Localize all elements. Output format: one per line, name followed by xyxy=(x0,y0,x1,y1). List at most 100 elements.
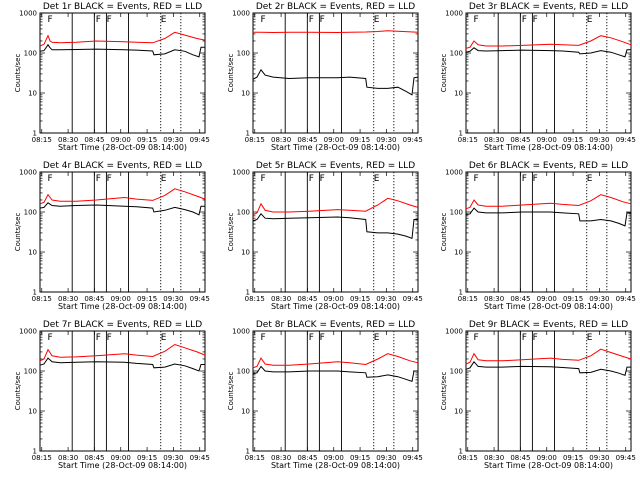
y-tick-label: 10 xyxy=(454,90,463,98)
flag-marker: F xyxy=(522,333,527,343)
x-tick-label: 08:45 xyxy=(84,295,104,303)
x-axis-label: Start Time (28-Oct-09 08:14:00) xyxy=(271,143,400,152)
x-tick-label: 09:00 xyxy=(111,136,131,144)
y-tick-label: 10 xyxy=(241,408,250,416)
x-tick-label: 08:45 xyxy=(297,454,317,462)
y-tick-label: 1 xyxy=(33,130,37,138)
flag-marker: F xyxy=(522,15,527,25)
x-tick-label: 08:30 xyxy=(484,295,504,303)
x-tick-label: 09:30 xyxy=(376,454,396,462)
flag-marker: F xyxy=(260,15,265,25)
lld-series-line xyxy=(39,188,206,205)
lld-series-line xyxy=(465,194,632,210)
x-tick-label: 09:00 xyxy=(324,295,344,303)
plot-frame xyxy=(465,171,632,293)
y-tick-label: 1000 xyxy=(445,10,463,18)
x-axis-label: Start Time (28-Oct-09 08:14:00) xyxy=(271,302,400,311)
y-tick-label: 1 xyxy=(459,289,463,297)
flag-marker: F xyxy=(107,333,112,343)
flag-marker: E xyxy=(161,15,167,25)
y-axis-label: Counts/sec xyxy=(440,372,448,411)
events-series-line xyxy=(465,360,631,376)
x-tick-label: 09:30 xyxy=(589,454,609,462)
x-tick-label: 08:30 xyxy=(58,136,78,144)
panel-title: Det 8r BLACK = Events, RED = LLD xyxy=(256,320,415,330)
flag-marker: F xyxy=(522,174,527,184)
x-tick-label: 08:45 xyxy=(84,136,104,144)
panel-title: Det 3r BLACK = Events, RED = LLD xyxy=(469,2,628,12)
x-tick-label: 08:30 xyxy=(271,295,291,303)
flag-marker: F xyxy=(309,333,314,343)
x-tick-label: 09:30 xyxy=(163,136,183,144)
flag-marker: F xyxy=(320,174,325,184)
y-tick-label: 1000 xyxy=(19,10,37,18)
x-tick-label: 08:15 xyxy=(32,454,52,462)
x-tick-label: 09:00 xyxy=(324,454,344,462)
events-series-line xyxy=(465,47,631,58)
flag-marker: E xyxy=(374,333,380,343)
y-tick-label: 1000 xyxy=(19,169,37,177)
x-axis-label: Start Time (28-Oct-09 08:14:00) xyxy=(484,143,613,152)
x-tick-label: 09:15 xyxy=(563,454,583,462)
x-tick-label: 08:45 xyxy=(84,454,104,462)
y-axis-label: Counts/sec xyxy=(227,54,235,93)
flag-marker: F xyxy=(107,174,112,184)
x-tick-label: 08:15 xyxy=(32,295,52,303)
x-tick-label: 09:45 xyxy=(190,454,210,462)
flag-marker: E xyxy=(374,15,380,25)
x-axis-label: Start Time (28-Oct-09 08:14:00) xyxy=(58,143,187,152)
x-tick-label: 09:30 xyxy=(589,136,609,144)
plot-frame xyxy=(39,12,206,134)
panel-title: Det 5r BLACK = Events, RED = LLD xyxy=(256,161,415,171)
flag-marker: F xyxy=(309,15,314,25)
x-tick-label: 08:45 xyxy=(510,136,530,144)
y-axis-label: Counts/sec xyxy=(14,213,22,252)
flag-marker: F xyxy=(260,333,265,343)
x-tick-label: 09:00 xyxy=(324,136,344,144)
y-tick-label: 1000 xyxy=(19,328,37,336)
flag-marker: F xyxy=(47,174,52,184)
flag-marker: E xyxy=(374,174,380,184)
panel-title: Det 7r BLACK = Events, RED = LLD xyxy=(43,320,202,330)
events-series-line xyxy=(39,202,205,216)
x-tick-label: 08:45 xyxy=(297,295,317,303)
flag-marker: E xyxy=(161,174,167,184)
x-tick-label: 08:30 xyxy=(58,454,78,462)
plot-frame xyxy=(39,330,206,452)
x-tick-label: 08:30 xyxy=(484,454,504,462)
x-axis-label: Start Time (28-Oct-09 08:14:00) xyxy=(484,461,613,470)
y-tick-label: 100 xyxy=(237,368,250,376)
y-tick-label: 100 xyxy=(24,209,37,217)
y-tick-label: 10 xyxy=(241,249,250,257)
x-tick-label: 09:15 xyxy=(350,454,370,462)
y-tick-label: 1000 xyxy=(232,169,250,177)
events-series-line xyxy=(252,68,419,96)
y-tick-label: 1 xyxy=(246,289,250,297)
y-tick-label: 1000 xyxy=(232,328,250,336)
panel-det-3: Det 3r BLACK = Events, RED = LLD 1 10 100 10… xyxy=(440,2,636,152)
y-axis-label: Counts/sec xyxy=(14,372,22,411)
x-axis-label: Start Time (28-Oct-09 08:14:00) xyxy=(484,302,613,311)
y-tick-label: 100 xyxy=(24,368,37,376)
flag-marker: E xyxy=(161,333,167,343)
y-tick-label: 1000 xyxy=(445,328,463,336)
y-tick-label: 10 xyxy=(454,408,463,416)
y-axis-label: Counts/sec xyxy=(14,54,22,93)
x-tick-label: 09:15 xyxy=(350,295,370,303)
x-tick-label: 09:45 xyxy=(616,136,636,144)
flag-marker: F xyxy=(309,174,314,184)
x-tick-label: 09:00 xyxy=(537,295,557,303)
x-tick-label: 09:30 xyxy=(376,136,396,144)
y-tick-label: 1 xyxy=(459,130,463,138)
y-tick-label: 100 xyxy=(237,50,250,58)
flag-marker: F xyxy=(47,15,52,25)
events-series-line xyxy=(39,357,205,372)
x-tick-label: 09:15 xyxy=(137,295,157,303)
flag-marker: F xyxy=(260,174,265,184)
x-tick-label: 09:00 xyxy=(111,454,131,462)
y-tick-label: 100 xyxy=(237,209,250,217)
x-tick-label: 09:30 xyxy=(589,295,609,303)
lld-series-line xyxy=(253,30,419,34)
plot-frame xyxy=(465,12,632,134)
